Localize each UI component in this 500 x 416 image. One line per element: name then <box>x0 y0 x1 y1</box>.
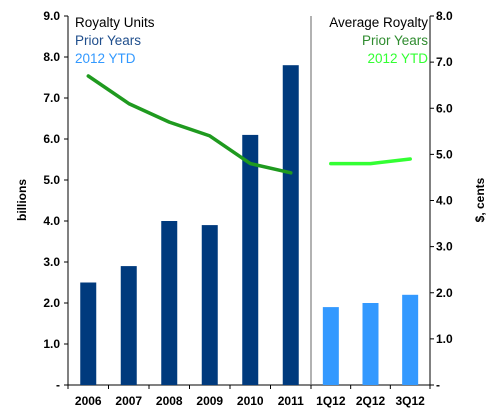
y-left-tick-label: 9.0 <box>43 9 60 23</box>
y-right-tick-label: - <box>436 378 440 392</box>
bar-1Q12 <box>322 307 339 385</box>
y-right-tick-label: 7.0 <box>436 55 453 69</box>
x-tick-label: 2008 <box>156 394 183 408</box>
x-tick-label: 2Q12 <box>356 394 386 408</box>
left-legend-prior-years: Prior Years <box>75 33 141 48</box>
y-left-tick-label: 3.0 <box>43 255 60 269</box>
bar-2007 <box>120 266 137 385</box>
left-legend-2012-ytd: 2012 YTD <box>75 51 136 66</box>
bar-2006 <box>80 282 97 385</box>
bar-2010 <box>242 134 259 385</box>
x-tick-label: 2006 <box>75 394 102 408</box>
y-left-tick-label: 5.0 <box>43 173 60 187</box>
x-tick-label: 2009 <box>196 394 223 408</box>
y-right-tick-label: 5.0 <box>436 147 453 161</box>
right-legend-2012-ytd: 2012 YTD <box>367 51 428 66</box>
y-right-axis-title: $, cents <box>473 177 487 222</box>
line-series-1 <box>329 157 412 166</box>
y-left-axis-title: billions <box>15 179 29 221</box>
bar-2Q12 <box>362 303 379 385</box>
x-tick-label: 2007 <box>115 394 142 408</box>
labels-layer: - 1.0 2.0 3.0 4.0 5.0 6.0 7.0 8.0 9.0 - 1.0 2.0 3.0 4.… <box>43 9 453 408</box>
right-legend-title: Average Royalty <box>329 15 428 30</box>
bar-2011 <box>282 65 299 385</box>
y-left-tick-label: - <box>56 378 60 392</box>
lines-layer <box>86 74 412 175</box>
bars-layer <box>80 65 419 385</box>
bar-2009 <box>201 225 218 385</box>
right-legend-prior-years: Prior Years <box>362 33 428 48</box>
y-left-tick-label: 1.0 <box>43 337 60 351</box>
x-tick-label: 1Q12 <box>316 394 346 408</box>
y-right-tick-label: 1.0 <box>436 332 453 346</box>
y-left-tick-label: 4.0 <box>43 214 60 228</box>
y-right-tick-label: 3.0 <box>436 240 453 254</box>
y-left-tick-label: 8.0 <box>43 50 60 64</box>
x-tick-label: 2011 <box>278 394 304 408</box>
x-tick-label: 2010 <box>237 394 264 408</box>
y-right-tick-label: 8.0 <box>436 9 453 23</box>
line-series-0 <box>86 74 293 175</box>
y-right-tick-label: 6.0 <box>436 101 453 115</box>
bar-3Q12 <box>402 294 419 385</box>
left-legend-title: Royalty Units <box>75 15 155 30</box>
y-left-tick-label: 2.0 <box>43 296 60 310</box>
y-left-tick-label: 7.0 <box>43 91 60 105</box>
x-tick-label: 3Q12 <box>395 394 425 408</box>
y-right-tick-label: 2.0 <box>436 286 453 300</box>
y-left-tick-label: 6.0 <box>43 132 60 146</box>
y-right-tick-label: 4.0 <box>436 194 453 208</box>
bar-2008 <box>161 221 178 385</box>
